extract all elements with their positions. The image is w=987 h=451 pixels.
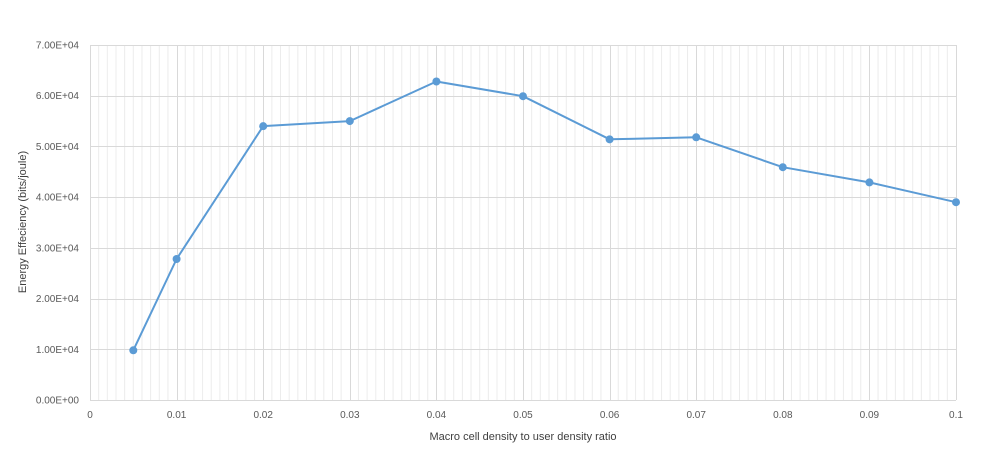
y-tick-label: 7.00E+04 [36,41,80,52]
x-tick-label: 0.08 [773,410,793,421]
y-tick-label: 3.00E+04 [36,243,80,254]
series-line [132,80,957,351]
y-tick-label: 5.00E+04 [36,142,80,153]
y-axis-tick-labels: 0.00E+00 1.00E+04 2.00E+04 3.00E+04 4.00E+04… [36,41,80,407]
data-point [129,346,138,355]
x-tick-label: 0.1 [949,410,963,421]
data-point [519,92,527,101]
data-point [172,255,181,264]
data-point [432,77,441,86]
x-tick-label: 0.03 [340,410,360,421]
x-tick-label: 0.01 [167,410,187,421]
data-point [345,117,354,126]
data-point [692,133,701,142]
data-point [952,198,960,207]
y-tick-label: 4.00E+04 [36,193,80,204]
data-point [259,122,268,131]
minor-gridlines [98,45,948,400]
data-point [778,163,787,172]
major-gridlines [90,45,957,401]
y-tick-label: 1.00E+04 [36,345,80,356]
y-tick-label: 6.00E+04 [36,91,80,102]
x-axis-title: Macro cell density to user density ratio [429,431,616,443]
series-layer [129,77,960,355]
x-tick-label: 0.02 [253,410,273,421]
y-axis-title: Energy Effeciency (bits/joule) [17,151,29,293]
x-tick-label: 0.07 [686,410,706,421]
x-tick-label: 0 [87,410,93,421]
y-tick-label: 2.00E+04 [36,294,80,305]
x-tick-label: 0.09 [860,410,880,421]
x-tick-label: 0.06 [600,410,620,421]
data-point [605,135,614,144]
x-axis-tick-labels: 0 0.01 0.02 0.03 0.04 0.05 0.06 0.07 0.08 0.09 0.1 [87,410,963,421]
x-tick-label: 0.05 [513,410,533,421]
y-tick-label: 0.00E+00 [36,396,80,407]
data-point [865,178,874,187]
x-tick-label: 0.04 [427,410,447,421]
